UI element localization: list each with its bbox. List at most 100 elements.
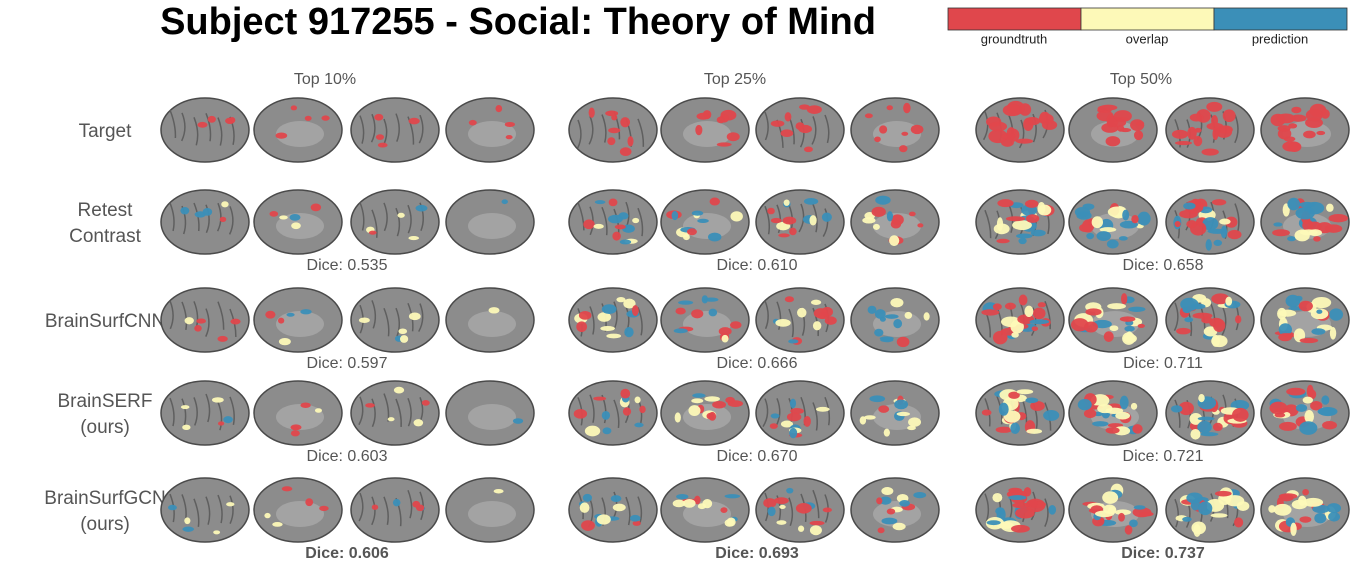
activation-patch xyxy=(1122,209,1130,221)
brain-sulcus xyxy=(370,113,376,143)
activation-patch xyxy=(724,519,735,527)
brain-surface xyxy=(1068,189,1158,255)
activation-patch xyxy=(1326,503,1342,514)
activation-patch xyxy=(784,296,795,303)
activation-patch xyxy=(1285,294,1301,308)
brain-surface xyxy=(160,189,250,255)
activation-patch xyxy=(675,307,686,315)
activation-patch xyxy=(1317,407,1336,416)
row-label: (ours) xyxy=(80,514,130,535)
activation-patch xyxy=(730,211,743,222)
brain-sulcus xyxy=(637,118,645,147)
brain-sulcus xyxy=(589,394,595,423)
activation-patch xyxy=(1326,203,1334,212)
activation-patch xyxy=(671,210,679,221)
brain-surface xyxy=(253,287,343,353)
activation-patch xyxy=(397,212,405,218)
activation-patch xyxy=(606,333,622,339)
activation-patch xyxy=(879,125,888,134)
activation-patch xyxy=(182,424,191,431)
activation-patch xyxy=(1227,229,1242,240)
brain-surface xyxy=(1165,189,1255,255)
activation-patch xyxy=(1299,421,1318,435)
activation-patch xyxy=(907,425,916,431)
brain-surface xyxy=(160,380,250,446)
activation-patch xyxy=(992,303,1002,311)
activation-patch xyxy=(619,147,632,157)
activation-patch xyxy=(1187,126,1197,140)
activation-patch xyxy=(904,311,913,319)
brain-sulcus xyxy=(764,300,769,330)
activation-patch xyxy=(1328,214,1349,223)
activation-patch xyxy=(1043,409,1060,421)
activation-patch xyxy=(1086,232,1095,240)
activation-patch xyxy=(573,409,588,419)
brain-surface xyxy=(1165,380,1255,446)
column-header: Top 50% xyxy=(1110,71,1172,88)
legend-label: groundtruth xyxy=(981,31,1048,46)
activation-patch xyxy=(812,321,822,331)
activation-patch xyxy=(874,328,884,337)
activation-patch xyxy=(398,328,408,335)
activation-patch xyxy=(1316,130,1326,136)
activation-patch xyxy=(884,314,899,319)
brain-sulcus xyxy=(359,202,365,231)
activation-patch xyxy=(998,402,1009,416)
activation-patch xyxy=(786,412,802,422)
activation-patch xyxy=(1312,504,1330,514)
brain-sulcus xyxy=(822,208,829,237)
brain-sulcus xyxy=(181,301,188,330)
activation-patch xyxy=(279,215,288,220)
activation-patch xyxy=(1322,420,1338,430)
activation-patch xyxy=(1307,221,1322,232)
activation-patch xyxy=(582,493,593,502)
activation-patch xyxy=(1102,491,1119,504)
activation-patch xyxy=(1299,201,1316,208)
brain-sulcus xyxy=(358,492,364,522)
activation-patch xyxy=(995,507,1005,516)
activation-patch xyxy=(291,222,301,230)
activation-patch xyxy=(408,236,420,241)
brain-surface xyxy=(445,189,535,255)
brain-outline xyxy=(350,477,440,543)
activation-patch xyxy=(1211,199,1227,206)
activation-patch xyxy=(789,398,797,409)
activation-patch xyxy=(1268,505,1276,513)
brain-sulcus xyxy=(776,301,782,331)
legend-swatch xyxy=(1213,7,1348,31)
brain-surface xyxy=(350,380,440,446)
activation-patch xyxy=(371,504,379,510)
brain-surface xyxy=(568,189,658,255)
activation-patch xyxy=(1032,307,1046,320)
activation-patch xyxy=(767,506,776,517)
activation-patch xyxy=(1123,334,1137,344)
activation-patch xyxy=(1015,138,1034,144)
activation-patch xyxy=(1121,293,1128,305)
activation-patch xyxy=(196,318,206,324)
brain-medial-wall xyxy=(683,121,731,147)
brain-sulcus xyxy=(824,114,830,144)
activation-patch xyxy=(721,334,729,343)
brain-outline xyxy=(350,97,440,163)
activation-patch xyxy=(197,121,208,128)
activation-patch xyxy=(1313,236,1321,242)
activation-patch xyxy=(1133,130,1144,141)
activation-patch xyxy=(716,142,732,147)
row-label: Retest xyxy=(78,200,134,221)
activation-patch xyxy=(1030,400,1045,411)
activation-patch xyxy=(1025,214,1040,223)
activation-patch xyxy=(1008,487,1022,493)
activation-patch xyxy=(683,234,690,241)
activation-patch xyxy=(770,217,782,224)
activation-patch xyxy=(1133,505,1146,510)
activation-patch xyxy=(601,410,611,420)
brain-sulcus xyxy=(371,209,378,238)
activation-patch xyxy=(1008,495,1027,501)
activation-patch xyxy=(1213,239,1223,246)
dice-score: Dice: 0.693 xyxy=(715,545,799,562)
brain-surface xyxy=(160,97,250,163)
brain-sulcus xyxy=(799,118,805,148)
activation-patch xyxy=(217,421,225,426)
activation-patch xyxy=(1174,221,1181,228)
